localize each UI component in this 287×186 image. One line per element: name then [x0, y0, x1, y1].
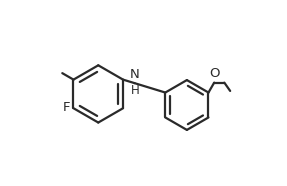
Text: H: H: [131, 84, 140, 97]
Text: O: O: [209, 67, 220, 80]
Text: F: F: [63, 101, 70, 114]
Text: N: N: [130, 68, 139, 81]
